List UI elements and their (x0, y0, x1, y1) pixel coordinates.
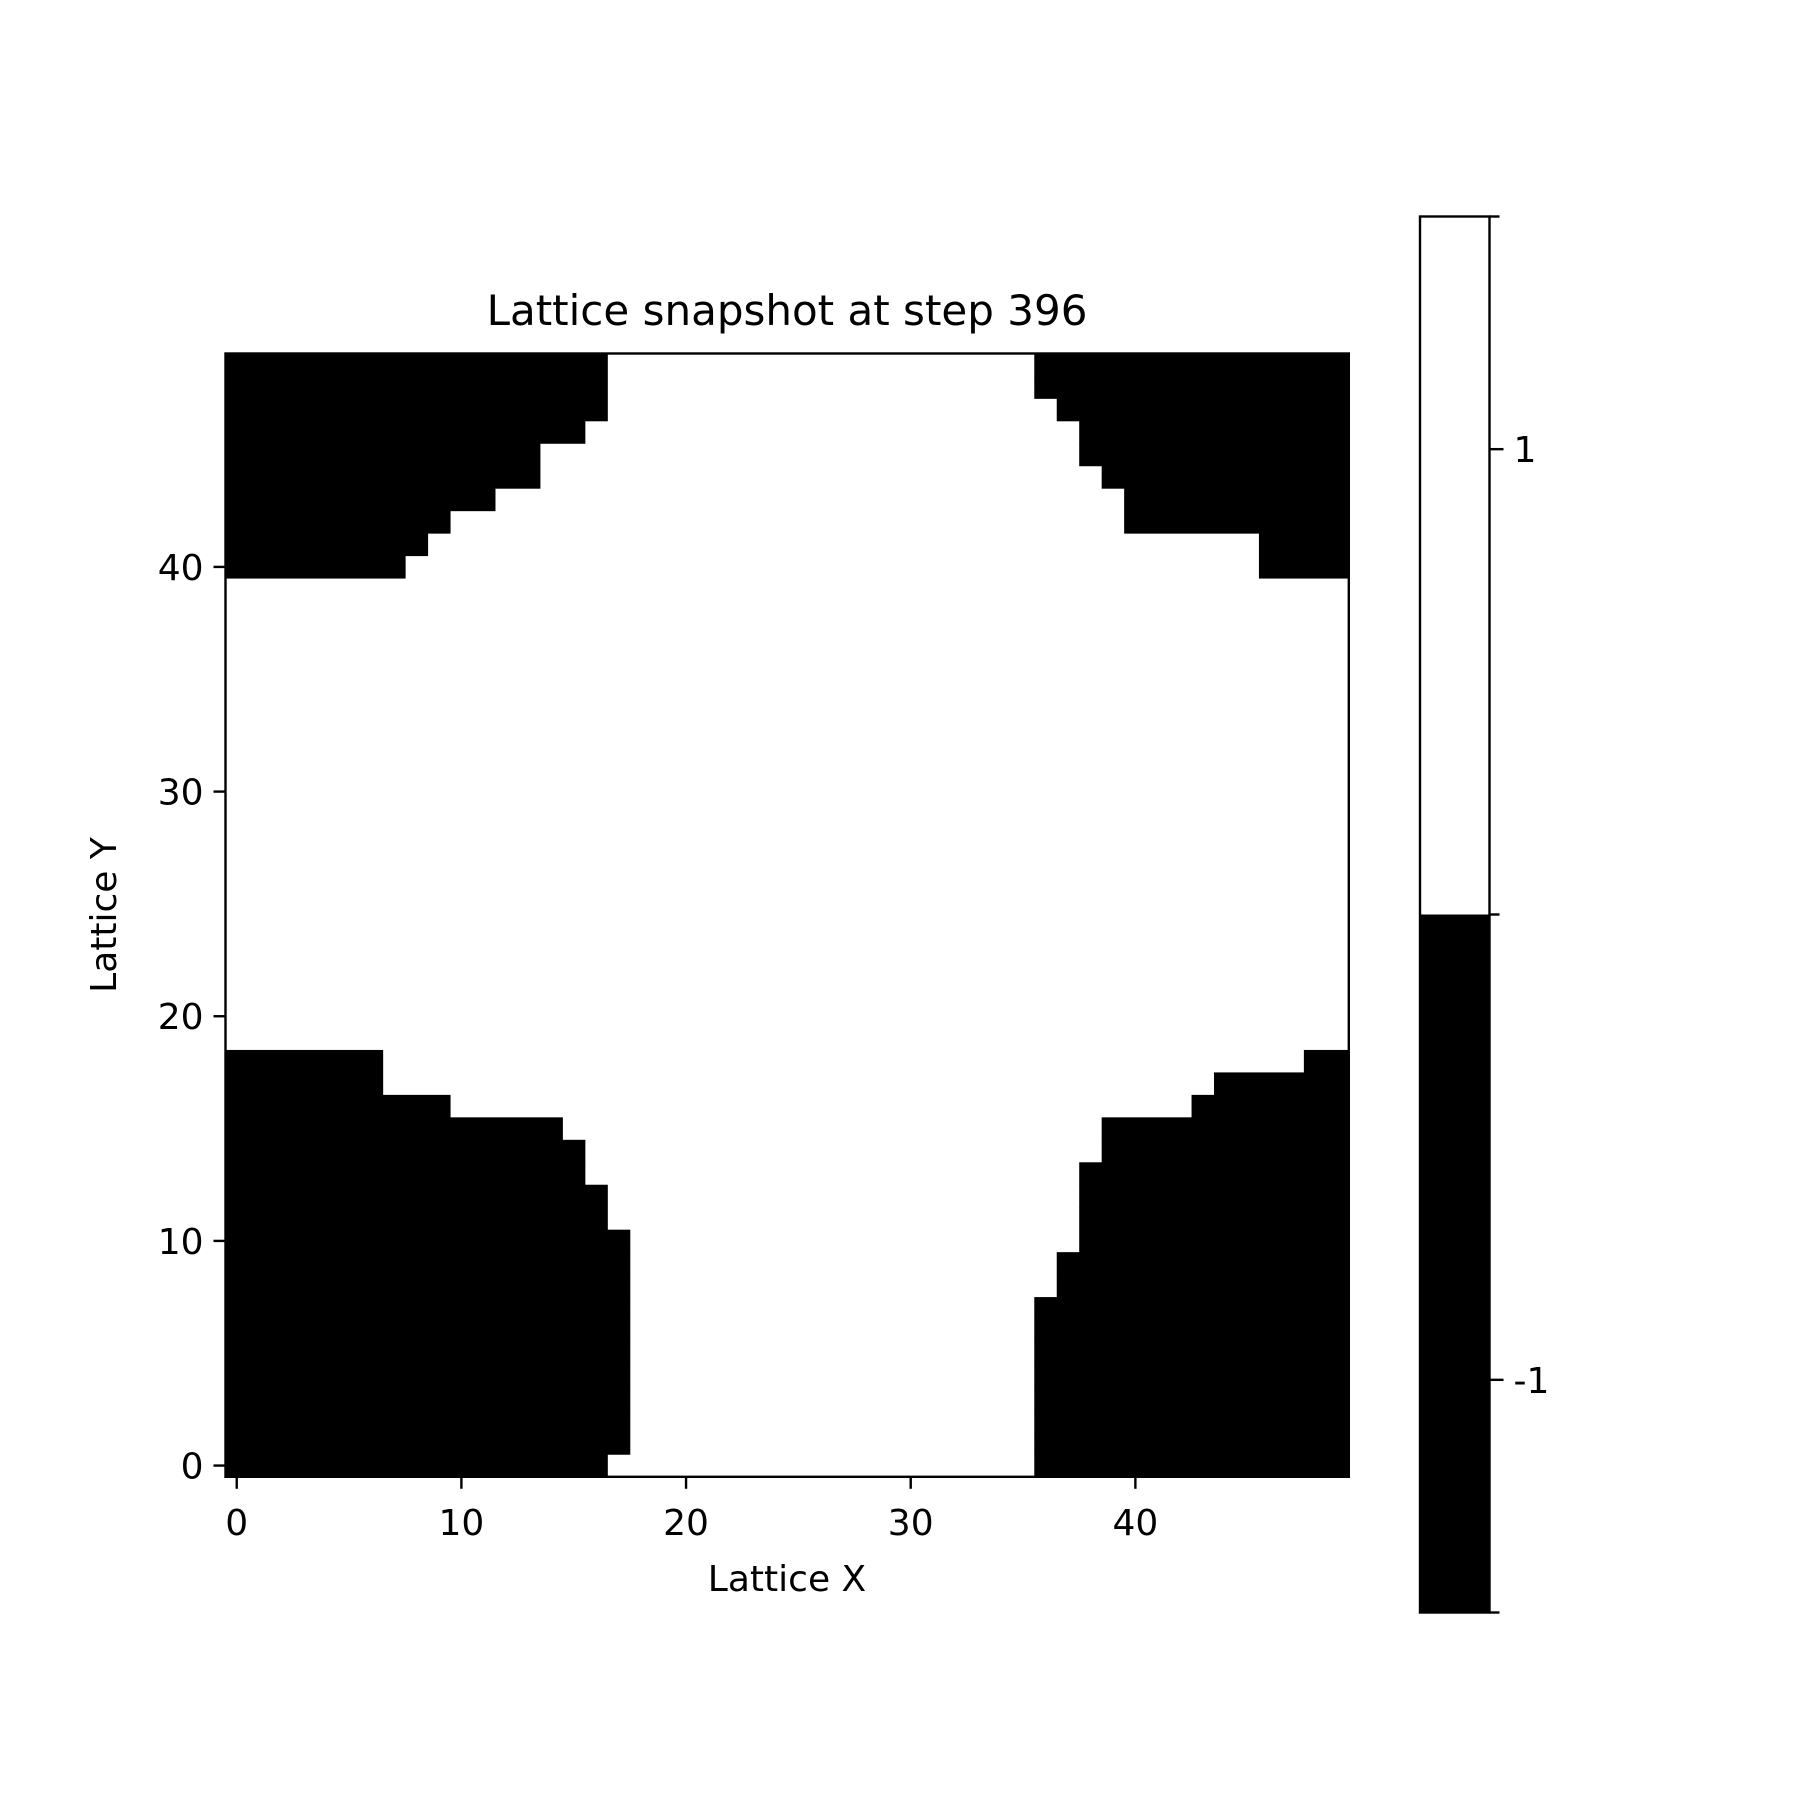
lattice-cell-run (1034, 1319, 1350, 1343)
lattice-cells (225, 353, 1350, 1478)
lattice-cell-run (225, 1139, 586, 1163)
lattice-cell-run (1034, 1364, 1350, 1388)
lattice-cell-run (1079, 1229, 1350, 1253)
y-axis-label: Lattice Y (84, 836, 125, 993)
lattice-cell-run (1034, 1297, 1350, 1320)
lattice-cell-run (1034, 1454, 1350, 1478)
lattice-cell-run (225, 1386, 631, 1410)
lattice-cell-run (1101, 1117, 1350, 1141)
lattice-cell-run (1079, 1184, 1350, 1208)
lattice-cell-run (225, 1184, 608, 1208)
x-tick-label: 10 (438, 1503, 484, 1544)
lattice-cell-run (225, 533, 429, 557)
lattice-cell-run (225, 555, 406, 579)
y-axis-ticks: 0 10 20 30 40 (158, 548, 226, 1488)
lattice-cell-run (1079, 443, 1350, 467)
lattice-cell-run (1258, 555, 1350, 579)
lattice-cell-run (225, 465, 541, 489)
lattice-cell-run (1034, 375, 1350, 399)
lattice-cell-run (1034, 1409, 1350, 1433)
lattice-cell-run (225, 1252, 631, 1276)
lattice-cell-run (1101, 1139, 1350, 1163)
lattice-cell-run (1124, 510, 1350, 534)
lattice-cell-run (1124, 488, 1350, 512)
x-tick-label: 40 (1112, 1503, 1158, 1544)
lattice-cell-run (225, 1431, 631, 1455)
lattice-cell-run (1258, 533, 1350, 557)
lattice-cell-run (1034, 353, 1350, 377)
lattice-cell-run (1079, 420, 1350, 444)
lattice-cell-run (225, 1094, 451, 1118)
y-tick-label: 20 (158, 997, 204, 1038)
lattice-cell-run (1034, 1386, 1350, 1410)
lattice-cell-run (1303, 1049, 1350, 1073)
lattice-cell-run (1191, 1094, 1350, 1118)
lattice-cell-run (225, 1072, 384, 1096)
y-tick-label: 30 (158, 773, 204, 814)
lattice-cell-run (225, 443, 541, 467)
lattice-cell-run (225, 488, 496, 512)
lattice-cell-run (1056, 1252, 1350, 1276)
y-tick-label: 0 (181, 1447, 204, 1488)
lattice-cell-run (225, 1364, 631, 1388)
y-tick-label: 10 (158, 1222, 204, 1263)
lattice-cell-run (1034, 1342, 1350, 1365)
chart-title: Lattice snapshot at step 396 (487, 286, 1088, 335)
lattice-cell-run (1056, 398, 1350, 422)
lattice-cell-run (1034, 1431, 1350, 1455)
x-axis-ticks: 0 10 20 30 40 (225, 1476, 1158, 1544)
lattice-cell-run (225, 353, 608, 377)
lattice-cell-run (1079, 1207, 1350, 1231)
x-tick-label: 0 (225, 1503, 248, 1544)
lattice-cell-run (1214, 1072, 1350, 1096)
colorbar-segment-minus-one (1420, 914, 1490, 1613)
lattice-cell-run (225, 420, 586, 444)
lattice-cell-run (225, 1049, 384, 1073)
x-axis-label: Lattice X (708, 1559, 866, 1600)
lattice-cell-run (225, 1297, 631, 1320)
lattice-cell-run (225, 398, 608, 422)
lattice-cell-run (225, 1162, 586, 1186)
lattice-cell-run (225, 1229, 631, 1253)
colorbar: 1 -1 (1418, 215, 1550, 1614)
lattice-cell-run (225, 1409, 631, 1433)
colorbar-tick-label: -1 (1514, 1361, 1550, 1402)
colorbar-tick-label: 1 (1514, 430, 1537, 471)
lattice-cell-run (225, 1117, 563, 1141)
y-tick-label: 40 (158, 548, 204, 589)
lattice-cell-run (1101, 465, 1350, 489)
lattice-cell-run (225, 375, 608, 399)
lattice-cell-run (225, 510, 451, 534)
lattice-cell-run (1079, 1162, 1350, 1186)
x-tick-label: 20 (663, 1503, 709, 1544)
plot-frame (224, 352, 1351, 1479)
lattice-cell-run (1056, 1274, 1350, 1298)
colorbar-segment-plus-one (1420, 216, 1490, 915)
lattice-cell-run (225, 1319, 631, 1343)
lattice-cell-run (225, 1454, 608, 1478)
lattice-cell-run (225, 1207, 608, 1231)
lattice-cell-run (225, 1342, 631, 1365)
x-tick-label: 30 (888, 1503, 934, 1544)
lattice-cell-run (225, 1274, 631, 1298)
